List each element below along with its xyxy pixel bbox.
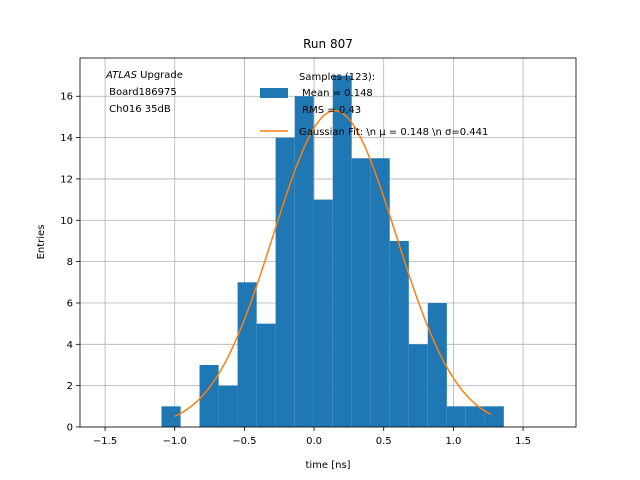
annotation-line-2: Board186975 [106,87,177,98]
legend: Samples (123): Mean = 0.148 RMS = 0.43 G… [260,72,488,138]
x-tick-label-2: −0.5 [232,436,256,447]
x-tick-label-0: −1.5 [93,436,117,447]
plot-frame [79,57,577,428]
annotation-upgrade: Upgrade [137,70,183,81]
histogram-bar-0 [161,406,181,427]
histogram-bar-5 [256,323,276,427]
histogram-bar-15 [446,406,466,427]
histogram-bar-14 [427,302,447,427]
histogram-bar-7 [294,96,314,427]
histogram-bar-13 [408,344,428,427]
legend-samples-title: Samples (123): [299,72,375,83]
x-tick-label-3: 0.0 [306,436,322,447]
legend-fit-label: Gaussian Fit: \n μ = 0.148 \n σ=0.441 [299,127,488,138]
annotation-line-1: ATLAS Upgrade [105,70,183,81]
histogram-bar-17 [484,406,504,427]
x-tick-label-5: 1.0 [445,436,461,447]
y-axis-label: Entries [36,225,47,260]
x-tick-label-1: −1.0 [163,436,187,447]
legend-samples-mean: Mean = 0.148 [299,88,373,99]
x-tick-label-6: 1.5 [515,436,531,447]
annotation-line-3: Ch016 35dB [106,104,171,115]
gaussian-fit-curve [174,109,492,417]
gaussian-fit [174,109,492,417]
chart-title: Run 807 [303,37,353,51]
histogram-bar-16 [465,406,485,427]
legend-samples-rms: RMS = 0.43 [299,105,361,116]
histogram-bar-11 [370,158,390,427]
y-tick-label-2: 4 [67,340,73,351]
histogram-bar-3 [218,385,238,427]
y-tick-label-7: 14 [60,133,73,144]
y-tick-label-6: 12 [60,174,73,185]
histogram-bar-10 [351,158,371,427]
histogram-bar-9 [332,75,352,428]
y-tick-label-8: 16 [60,92,73,103]
x-axis-ticks: −1.5 −1.0 −0.5 0.0 0.5 1.0 1.5 [93,427,531,447]
y-tick-label-0: 0 [67,423,73,434]
y-tick-label-4: 8 [67,257,73,268]
x-tick-label-4: 0.5 [376,436,392,447]
histogram-bars [161,75,504,428]
y-tick-label-3: 6 [67,298,73,309]
y-tick-label-5: 10 [60,216,73,227]
annotation-atlas: ATLAS [105,70,138,81]
legend-histogram-swatch [260,88,288,98]
x-axis-label: time [ns] [305,460,350,471]
y-axis-ticks: 0 2 4 6 8 10 12 14 16 [60,92,80,434]
histogram-bar-12 [389,240,409,427]
atlas-annotation: ATLAS Upgrade Board186975 Ch016 35dB [105,70,183,115]
histogram-bar-4 [237,282,257,427]
histogram-bar-8 [313,199,333,427]
histogram-bar-6 [275,137,295,427]
y-tick-label-1: 2 [67,381,73,392]
